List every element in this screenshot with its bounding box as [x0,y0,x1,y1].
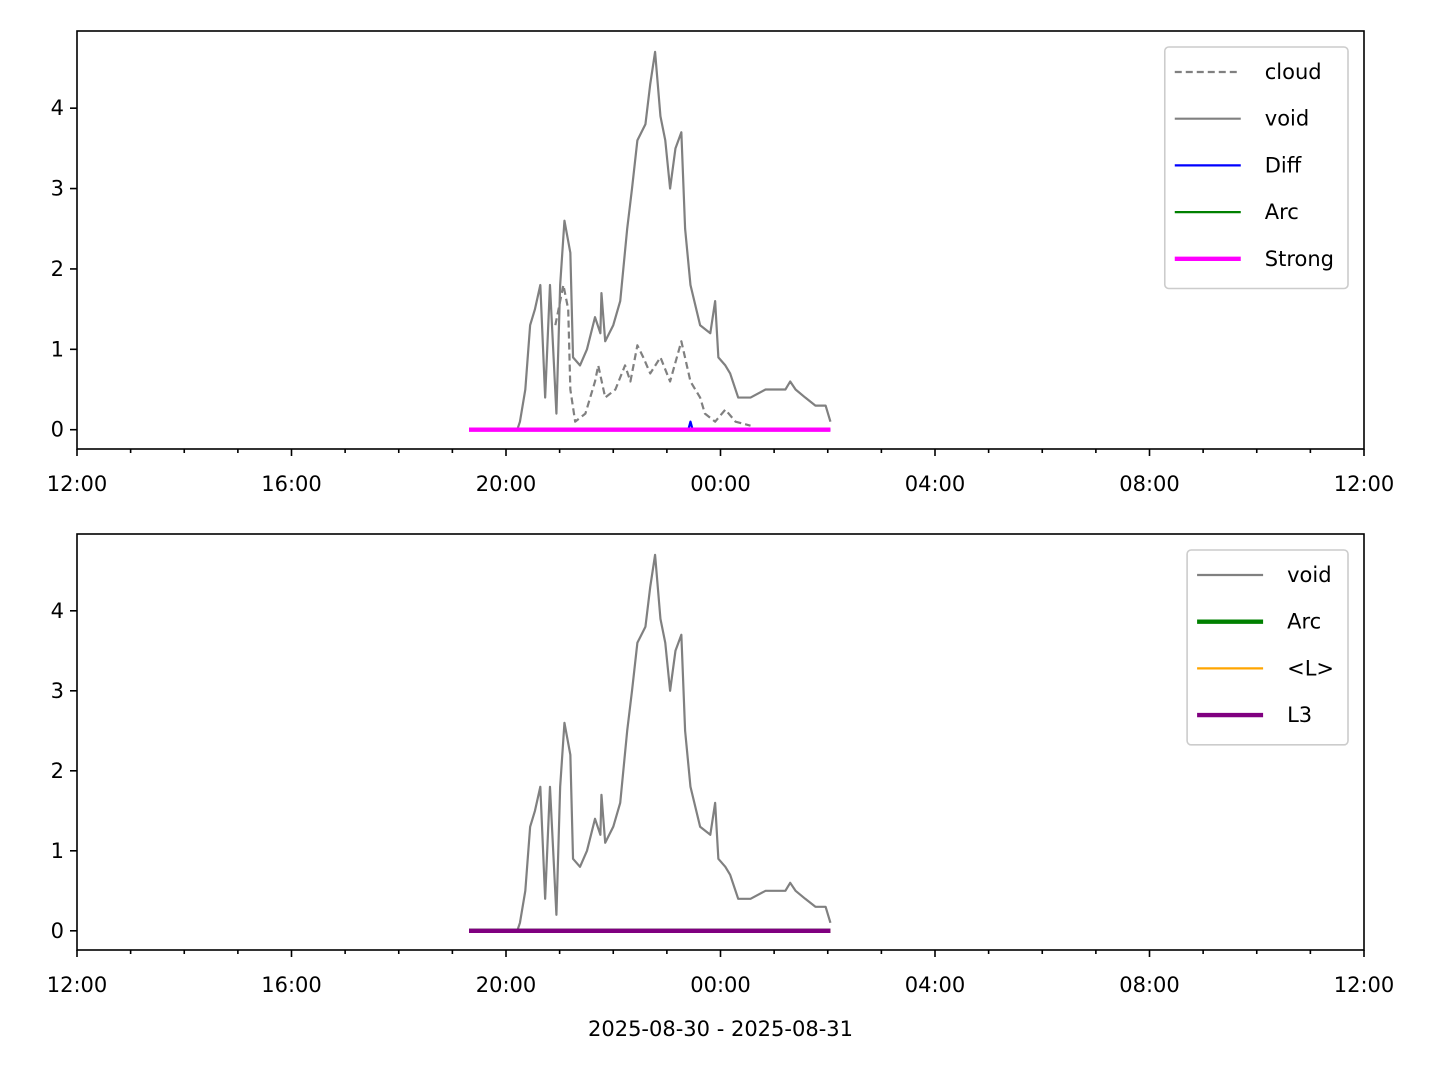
x-tick-label: 08:00 [1119,472,1180,496]
x-tick-label: 16:00 [261,472,322,496]
series-line [554,283,751,427]
x-tick-label: 16:00 [261,973,322,997]
series-line [469,50,832,431]
y-tick-label: 1 [51,337,64,361]
series-line [469,553,832,932]
legend-label: cloud [1265,60,1322,84]
y-tick-label: 2 [51,257,64,281]
legend-label: Arc [1287,610,1321,634]
x-tick-label: 00:00 [690,472,751,496]
y-tick-label: 2 [51,759,64,783]
x-tick-label: 08:00 [1119,973,1180,997]
x-tick-label: 20:00 [476,973,537,997]
x-tick-label: 20:00 [476,472,537,496]
y-tick-label: 4 [51,96,64,120]
legend-label: void [1265,107,1309,131]
y-tick-label: 0 [51,919,64,943]
y-tick-label: 3 [51,679,64,703]
legend-label: void [1287,563,1331,587]
legend-box [1186,549,1349,746]
x-tick-label: 12:00 [1334,472,1395,496]
x-tick-label: 12:00 [47,472,108,496]
legend-label: Strong [1265,247,1334,271]
y-tick-label: 3 [51,177,64,201]
subplot: 0 1 2 3 4 12:00 16:00 20:00 00:00 04:00 08:00 12:00… [47,533,1395,1041]
x-tick-label: 04:00 [905,973,966,997]
x-tick-label: 00:00 [690,973,751,997]
y-tick-label: 0 [51,418,64,442]
subplot: 0 1 2 3 4 12:00 16:00 20:00 00:00 04:00 08:00 12:00… [47,30,1395,496]
y-tick-label: 4 [51,599,64,623]
y-tick-label: 1 [51,839,64,863]
x-tick-label: 04:00 [905,472,966,496]
legend-label: <L> [1287,656,1334,680]
legend: void Arc <L> L3 [1186,549,1349,746]
x-tick-label: 12:00 [1334,973,1395,997]
legend-label: Arc [1265,200,1299,224]
legend-label: Diff [1265,153,1302,177]
x-tick-label: 12:00 [47,973,108,997]
x-axis-label: 2025-08-30 - 2025-08-31 [588,1017,853,1041]
legend-box [1163,46,1349,290]
legend-label: L3 [1287,703,1312,727]
legend: cloud void Diff Arc Strong [1163,46,1349,290]
